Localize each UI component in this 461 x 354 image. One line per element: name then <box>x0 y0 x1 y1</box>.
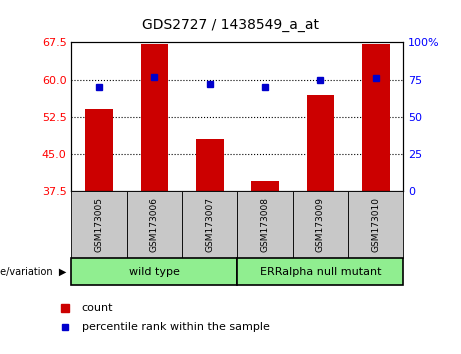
Bar <box>293 191 348 258</box>
Bar <box>237 258 403 285</box>
Bar <box>141 44 168 191</box>
Text: GSM173010: GSM173010 <box>371 197 380 252</box>
Text: percentile rank within the sample: percentile rank within the sample <box>82 322 270 332</box>
Bar <box>85 109 113 191</box>
Bar <box>237 191 293 258</box>
Text: GDS2727 / 1438549_a_at: GDS2727 / 1438549_a_at <box>142 18 319 32</box>
Text: GSM173007: GSM173007 <box>205 197 214 252</box>
Bar <box>127 191 182 258</box>
Text: count: count <box>82 303 113 313</box>
Bar <box>71 191 127 258</box>
Bar <box>196 139 224 191</box>
Bar <box>182 191 237 258</box>
Bar <box>307 95 334 191</box>
Text: GSM173009: GSM173009 <box>316 197 325 252</box>
Bar <box>71 258 237 285</box>
Bar <box>251 181 279 191</box>
Text: wild type: wild type <box>129 267 180 277</box>
Text: ERRalpha null mutant: ERRalpha null mutant <box>260 267 381 277</box>
Text: genotype/variation  ▶: genotype/variation ▶ <box>0 267 67 277</box>
Bar <box>362 44 390 191</box>
Text: GSM173006: GSM173006 <box>150 197 159 252</box>
Text: GSM173008: GSM173008 <box>260 197 270 252</box>
Bar <box>348 191 403 258</box>
Text: GSM173005: GSM173005 <box>95 197 104 252</box>
